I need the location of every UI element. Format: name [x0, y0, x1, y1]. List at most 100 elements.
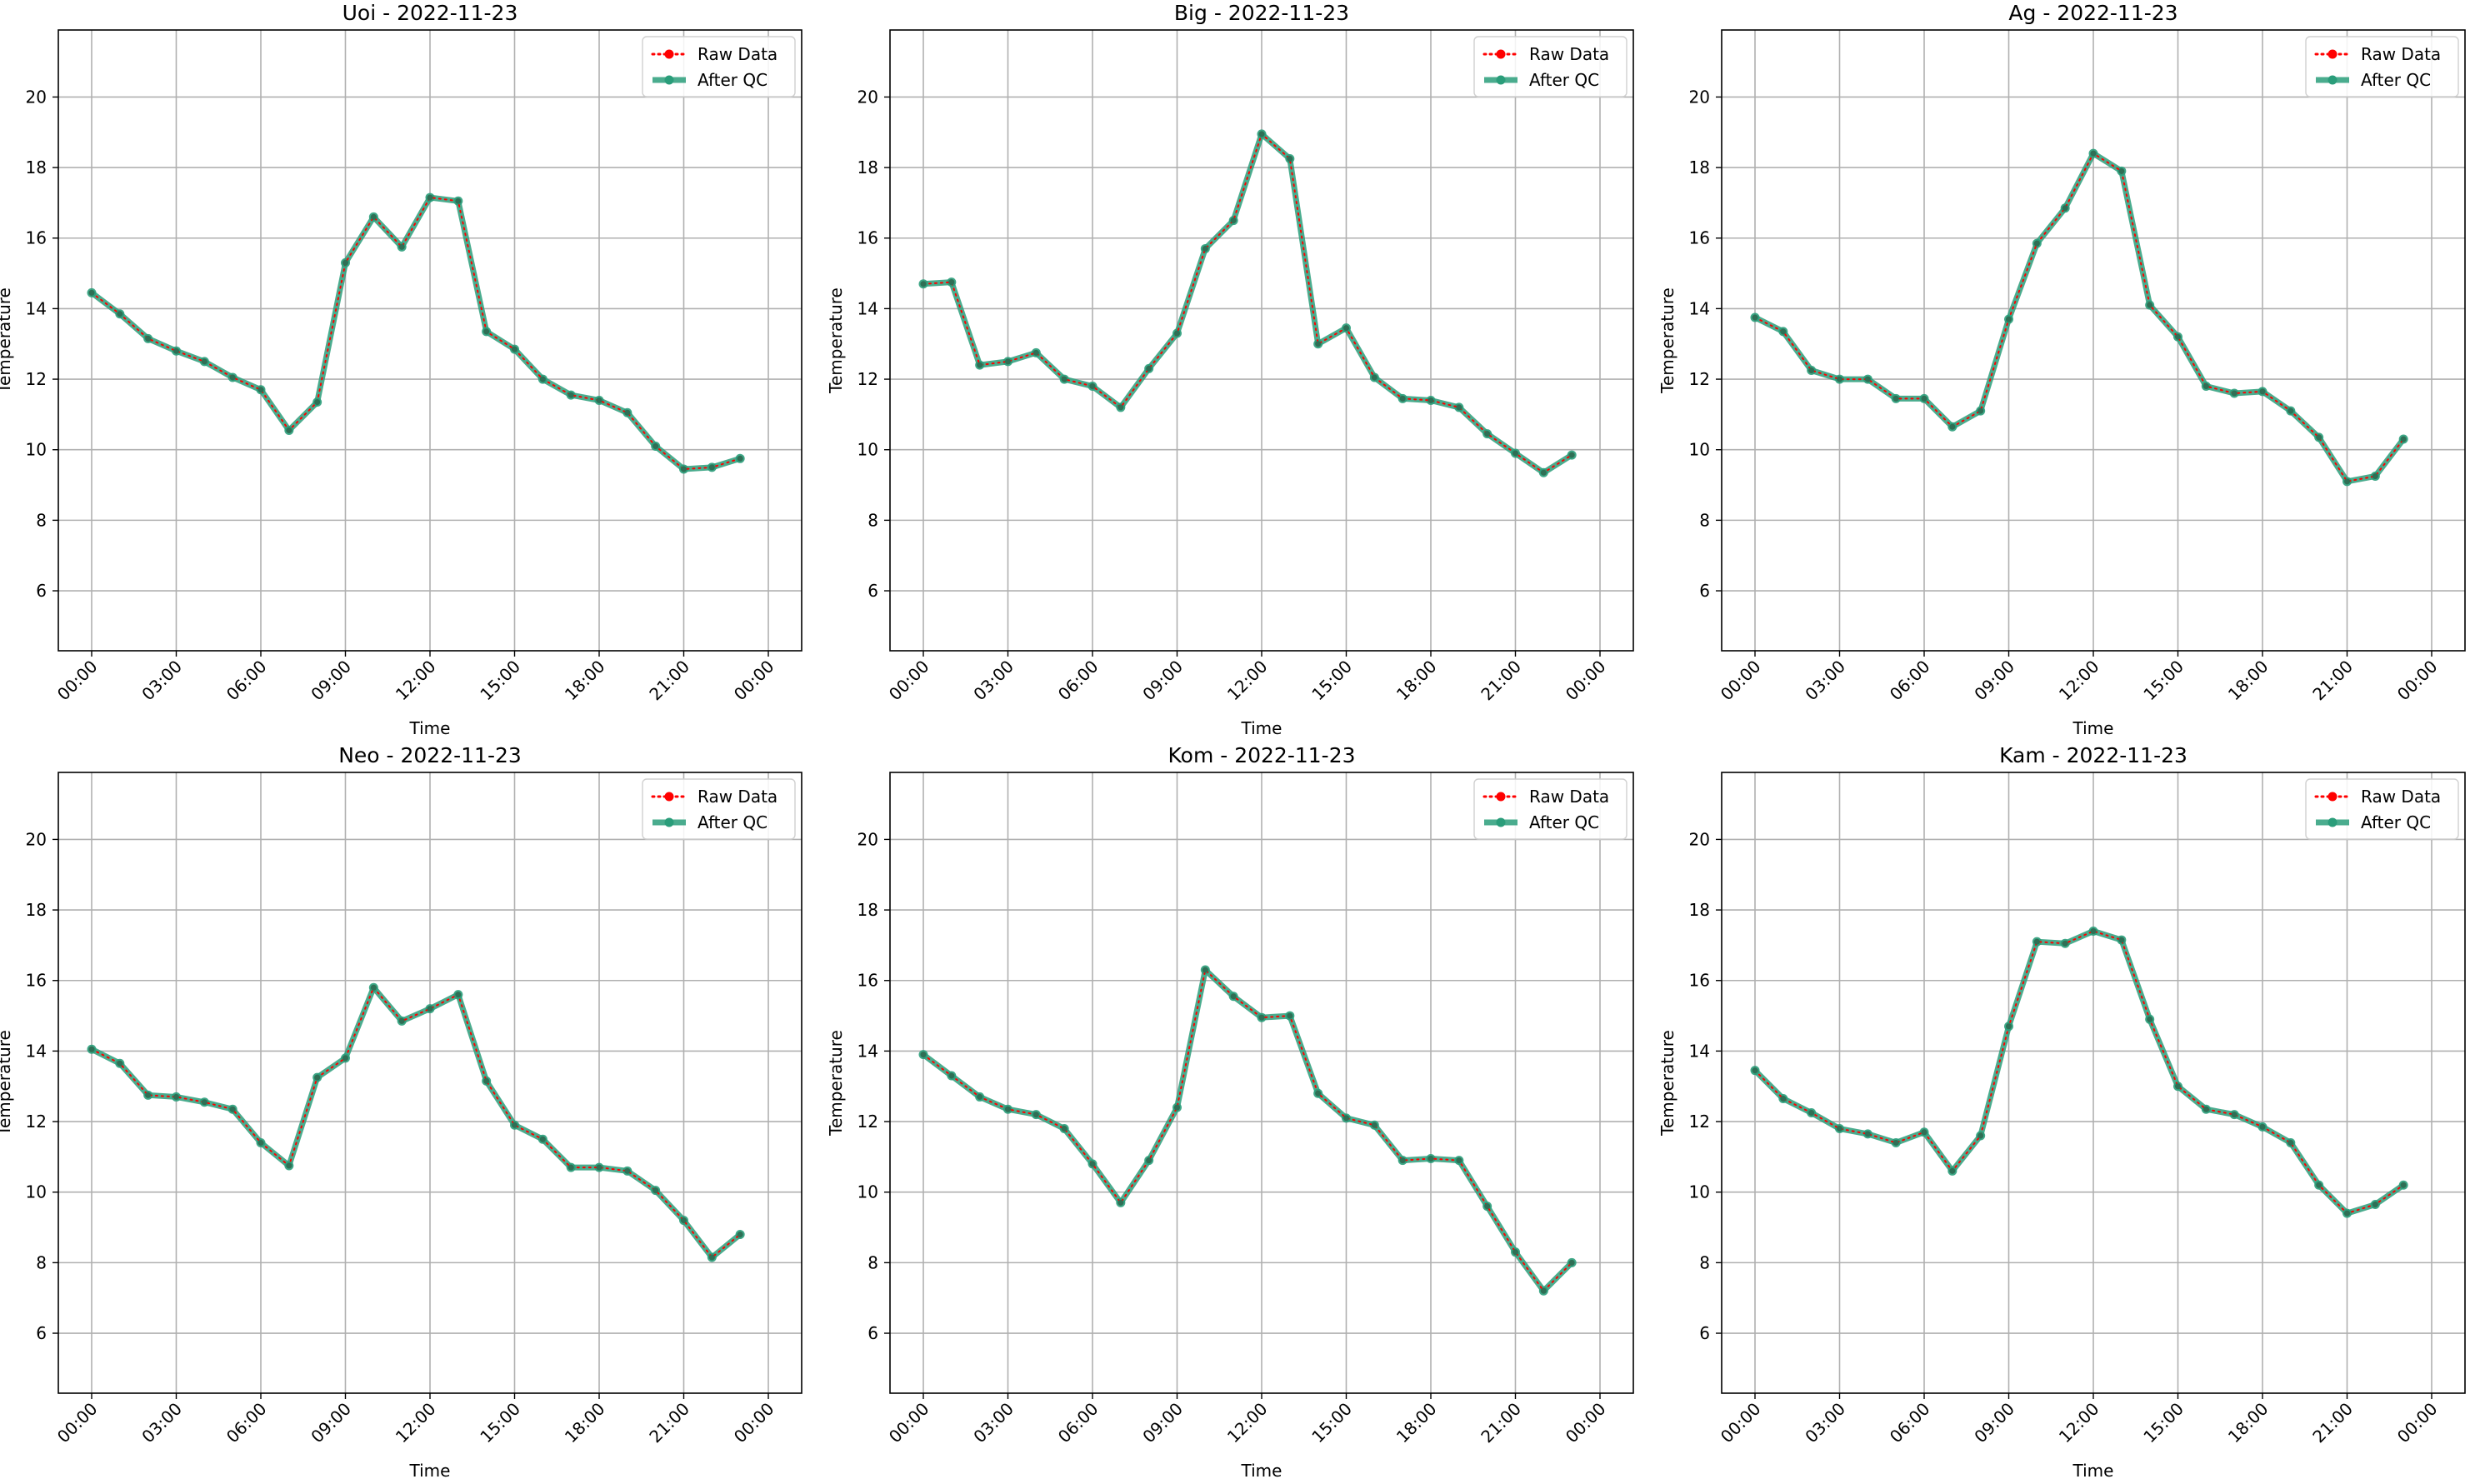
raw-data-point	[88, 289, 95, 296]
raw-data-point	[427, 194, 433, 201]
raw-data-point	[342, 259, 348, 266]
x-tick-label: 00:00	[2393, 657, 2442, 705]
x-tick-label: 00:00	[1717, 1399, 1765, 1447]
y-tick-label: 18	[858, 900, 878, 920]
raw-data-point	[596, 397, 602, 403]
y-tick-label: 12	[858, 369, 878, 389]
x-axis-label: Time	[1241, 1461, 1282, 1481]
raw-data-point	[455, 197, 462, 204]
raw-data-point	[2259, 388, 2266, 395]
x-tick-label: 00:00	[730, 657, 778, 705]
raw-data-point	[596, 1164, 602, 1171]
raw-data-point	[1174, 1104, 1180, 1111]
series-raw-data-line	[91, 196, 742, 471]
x-tick-label: 00:00	[885, 657, 933, 705]
legend-raw-marker	[2328, 49, 2338, 59]
x-tick-label: 18:00	[1392, 657, 1441, 705]
y-tick-label: 6	[36, 1323, 47, 1343]
plot-frame	[1721, 772, 2466, 1394]
series-after-qc-line	[920, 131, 1575, 476]
raw-data-point	[1752, 1067, 1758, 1074]
x-tick-label: 21:00	[1477, 1399, 1525, 1447]
y-tick-label: 14	[1689, 1041, 1710, 1061]
x-tick-label: 12:00	[1223, 1399, 1272, 1447]
raw-data-point	[88, 1046, 95, 1052]
raw-data-point	[1061, 1126, 1068, 1132]
raw-data-point	[1146, 365, 1152, 372]
raw-data-point	[681, 466, 687, 472]
y-tick-label: 16	[26, 971, 47, 991]
series-raw-data-line	[922, 132, 1573, 474]
y-axis-label: Temperature	[826, 1030, 846, 1137]
raw-data-point	[145, 1092, 152, 1098]
raw-data-point	[1089, 383, 1096, 390]
raw-data-point	[2202, 1106, 2209, 1112]
x-tick-label: 21:00	[645, 657, 693, 705]
legend: Raw Data After QC	[1473, 36, 1628, 97]
raw-data-point	[737, 1232, 743, 1238]
raw-data-point	[737, 455, 743, 462]
raw-data-point	[1484, 1203, 1491, 1210]
raw-data-point	[2316, 434, 2322, 441]
raw-data-point	[229, 374, 236, 381]
legend-raw-marker	[664, 49, 674, 59]
raw-data-point	[2147, 302, 2153, 308]
y-tick-label: 12	[26, 1112, 47, 1132]
legend-qc-label: After QC	[1529, 812, 1599, 832]
y-tick-label: 8	[868, 510, 878, 530]
raw-data-point	[1837, 1126, 1842, 1132]
y-tick-label: 20	[858, 87, 878, 107]
y-axis-label: Temperature	[0, 287, 14, 394]
raw-data-point	[1978, 407, 1984, 414]
raw-data-point	[2288, 407, 2294, 414]
raw-data-point	[201, 1099, 208, 1106]
y-axis-label: Temperature	[826, 287, 846, 394]
raw-data-point	[2118, 167, 2125, 174]
subplot: Uoi - 2022-11-23 6 8 10 12 14 16 18 20 00:00 03:00…	[0, 1, 802, 738]
raw-data-point	[2372, 472, 2378, 479]
raw-data-point	[370, 984, 377, 991]
raw-data-point	[2259, 1123, 2266, 1130]
x-tick-label: 06:00	[1886, 1399, 1934, 1447]
raw-data-point	[539, 1136, 546, 1142]
raw-data-point	[201, 358, 208, 365]
y-tick-label: 10	[26, 440, 47, 460]
raw-data-point	[2062, 940, 2068, 947]
x-tick-label: 21:00	[1477, 657, 1525, 705]
raw-data-point	[1146, 1157, 1152, 1164]
x-tick-label: 15:00	[2139, 1399, 2188, 1447]
raw-data-point	[1808, 1109, 1815, 1116]
raw-data-point	[1061, 376, 1068, 382]
y-tick-label: 14	[858, 1041, 878, 1061]
legend-raw-label: Raw Data	[1529, 44, 1609, 64]
raw-data-point	[427, 1006, 433, 1012]
raw-data-point	[2400, 436, 2407, 442]
x-tick-label: 00:00	[1562, 1399, 1610, 1447]
raw-data-point	[483, 328, 490, 335]
y-tick-label: 14	[858, 298, 878, 318]
raw-data-point	[1568, 1259, 1575, 1266]
raw-data-point	[2118, 937, 2125, 943]
legend-raw-marker	[1496, 792, 1506, 802]
legend-qc-label: After QC	[1529, 70, 1599, 90]
legend-raw-marker	[2328, 792, 2338, 802]
raw-data-point	[1864, 1131, 1871, 1137]
x-tick-label: 21:00	[2308, 1399, 2357, 1447]
y-tick-label: 20	[858, 829, 878, 849]
legend-qc-marker	[2328, 817, 2338, 827]
y-tick-label: 12	[1689, 1112, 1710, 1132]
raw-data-point	[258, 1139, 264, 1146]
raw-data-point	[2090, 150, 2097, 157]
raw-data-point	[1202, 967, 1208, 973]
legend-raw-label: Raw Data	[698, 787, 778, 807]
raw-data-point	[1892, 1139, 1899, 1146]
x-axis-label: Time	[2072, 718, 2114, 738]
y-tick-label: 8	[1699, 510, 1710, 530]
y-tick-label: 14	[1689, 298, 1710, 318]
raw-data-point	[455, 992, 462, 998]
plot-frame	[889, 29, 1634, 652]
y-tick-label: 8	[868, 1252, 878, 1272]
plot-frame	[58, 772, 802, 1394]
raw-data-point	[1780, 1096, 1787, 1102]
legend-raw-label: Raw Data	[2361, 44, 2441, 64]
